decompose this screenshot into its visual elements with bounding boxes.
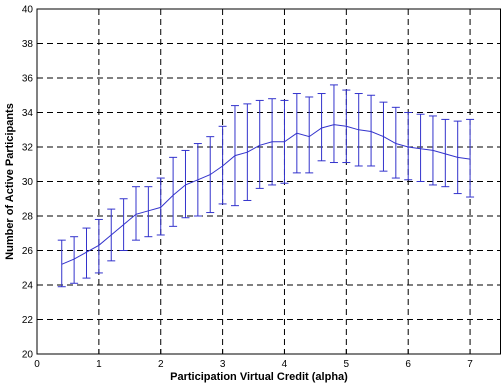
series-line	[61, 124, 471, 265]
x-tick-label: 2	[158, 359, 164, 370]
series	[57, 84, 475, 288]
error-bar	[131, 186, 140, 241]
x-axis-label: Participation Virtual Credit (alpha)	[170, 371, 348, 383]
y-tick-label: 20	[22, 350, 34, 361]
error-bar	[441, 118, 450, 188]
x-tick-label: 3	[220, 359, 226, 370]
error-bar	[416, 113, 425, 182]
y-tick-label: 26	[22, 246, 34, 257]
error-bar	[70, 236, 79, 284]
y-tick-label: 34	[22, 108, 34, 119]
x-tick-label: 6	[405, 359, 411, 370]
grid	[37, 9, 501, 354]
x-tick-label: 0	[34, 359, 40, 370]
y-tick-label: 30	[22, 177, 34, 188]
y-tick-label: 32	[22, 143, 34, 154]
error-bar	[94, 218, 103, 274]
y-tick-label: 36	[22, 74, 34, 85]
y-tick-label: 38	[22, 39, 34, 50]
y-tick-label: 24	[22, 281, 34, 292]
y-tick-label: 22	[22, 315, 34, 326]
error-bar	[404, 112, 413, 181]
x-tick-label: 1	[96, 359, 102, 370]
error-bar	[367, 94, 376, 167]
error-bar	[57, 239, 66, 288]
error-bar	[181, 149, 190, 219]
error-bar	[82, 227, 91, 279]
y-tick-label: 40	[22, 5, 34, 16]
error-bar	[255, 99, 264, 189]
y-axis-label: Number of Active Participants	[4, 103, 16, 260]
error-bar	[218, 125, 227, 205]
error-bar	[305, 96, 314, 174]
x-tick-label: 4	[282, 359, 288, 370]
series-0	[57, 84, 475, 288]
x-tick-label: 5	[344, 359, 350, 370]
x-tick-label: 7	[467, 359, 473, 370]
error-bar	[156, 177, 165, 236]
error-bar	[169, 156, 178, 227]
error-bar	[466, 118, 475, 198]
error-bar	[391, 106, 400, 179]
error-bar	[317, 93, 326, 162]
y-tick-label: 28	[22, 212, 34, 223]
error-bar	[329, 84, 338, 164]
error-bar	[144, 186, 153, 238]
